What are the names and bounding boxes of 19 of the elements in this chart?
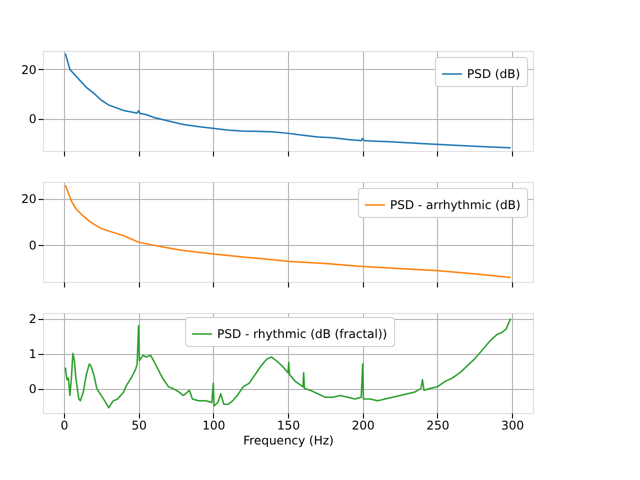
x-tick-label: 0 [60, 418, 68, 432]
x-tick-label: 50 [131, 418, 147, 432]
legend-label: PSD - rhythmic (dB (fractal)) [217, 327, 388, 341]
legend-label: PSD (dB) [467, 67, 520, 81]
y-tick-label: 20 [21, 62, 36, 77]
y-tick-label: 1 [28, 347, 36, 362]
y-tick-label: 0 [28, 238, 36, 252]
y-tick-label: 20 [21, 192, 36, 206]
line-series [64, 318, 512, 409]
x-axis-title: Frequency (Hz) [243, 434, 334, 448]
x-tick-label: 100 [202, 418, 226, 432]
x-tick-label: 150 [277, 418, 300, 432]
x-tick-label: 250 [426, 418, 450, 432]
x-tick-label: 300 [501, 418, 524, 432]
y-tick-label: 0 [28, 112, 36, 126]
y-tick-label: 2 [28, 312, 36, 326]
x-tick-label: 200 [352, 418, 375, 432]
legend-label: PSD - arrhythmic (dB) [390, 198, 521, 212]
y-tick-label: 0 [28, 382, 36, 396]
